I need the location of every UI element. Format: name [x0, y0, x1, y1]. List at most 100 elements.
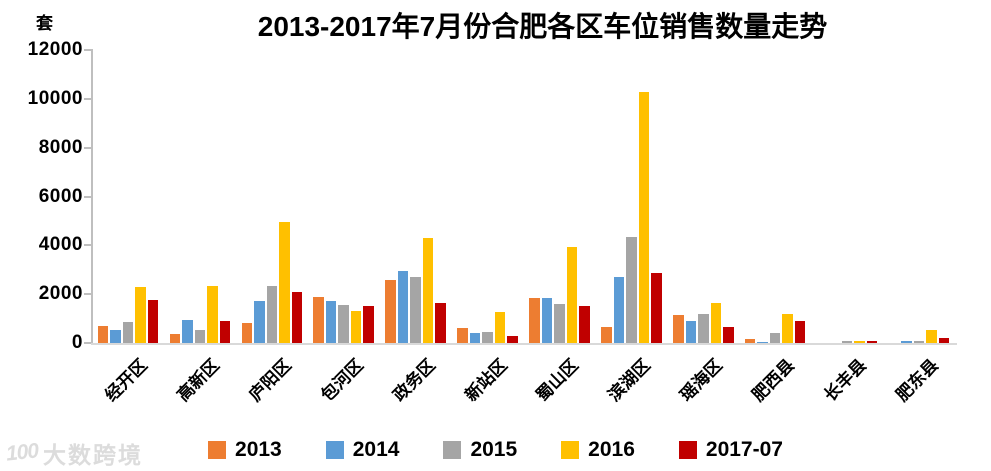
- legend-swatch-2016: [561, 441, 580, 459]
- bar-2013-高新区: [169, 334, 181, 343]
- x-axis-label-滨湖区: 滨湖区: [604, 355, 655, 406]
- bar-2015-瑶海区: [698, 313, 709, 343]
- y-axis-tick-mark: [84, 195, 91, 198]
- bar-2015-包河区: [338, 305, 349, 343]
- watermark-text: 大数跨境: [43, 442, 144, 468]
- bar-2013-滨湖区: [601, 327, 612, 343]
- bar-2014-庐阳区: [254, 301, 265, 343]
- y-axis-tick-label: 0: [71, 332, 83, 353]
- legend-label: 2017-07: [705, 438, 783, 461]
- y-axis-line: [91, 49, 93, 344]
- bar-2015-政务区: [410, 277, 421, 343]
- x-axis-label-政务区: 政务区: [389, 355, 439, 406]
- bar-2014-瑶海区: [685, 321, 697, 343]
- bar-2015-长丰县: [841, 340, 853, 343]
- y-axis-unit-label: 套: [36, 14, 53, 33]
- bar-2013-蜀山区: [529, 297, 540, 343]
- bar-2016-庐阳区: [279, 222, 290, 343]
- y-axis-tick-label: 6000: [38, 185, 83, 207]
- y-axis-tick-mark: [84, 49, 91, 51]
- y-axis-tick-label: 2000: [38, 283, 83, 305]
- legend-swatch-2013: [208, 441, 227, 459]
- bar-2013-政务区: [385, 279, 396, 343]
- watermark-logo-icon: 100: [4, 439, 40, 466]
- y-axis-tick-label: 12000: [27, 39, 83, 60]
- legend-label: 2013: [235, 438, 282, 461]
- legend-item-2013: 2013: [208, 438, 282, 462]
- legend-item-2015: 2015: [443, 438, 517, 462]
- bar-2016-肥东县: [926, 329, 937, 343]
- bar-2016-长丰县: [854, 340, 865, 343]
- x-axis-label-肥西县: 肥西县: [748, 355, 799, 406]
- bar-2014-经开区: [110, 329, 121, 343]
- x-axis-label-肥东县: 肥东县: [892, 355, 943, 406]
- bar-2016-政务区: [422, 238, 434, 343]
- bar-2016-包河区: [350, 311, 362, 343]
- bar-2015-新站区: [482, 332, 493, 343]
- y-axis-tick-label: 4000: [38, 234, 83, 256]
- bar-2014-肥西县: [757, 341, 768, 343]
- bar-2016-高新区: [207, 285, 218, 343]
- x-axis-label-蜀山区: 蜀山区: [532, 355, 583, 406]
- bar-2016-新站区: [494, 312, 506, 343]
- legend: 2013 2014 2015 2016 2017-07: [0, 438, 991, 462]
- x-axis-label-经开区: 经开区: [101, 355, 151, 406]
- x-axis-label-长丰县: 长丰县: [820, 355, 871, 406]
- bar-2016-滨湖区: [638, 91, 650, 343]
- legend-item-2016: 2016: [561, 438, 635, 462]
- x-axis-label-新站区: 新站区: [461, 355, 511, 406]
- legend-swatch-2015: [443, 441, 462, 459]
- watermark: 100 大数跨境: [4, 436, 144, 470]
- bar-2013-经开区: [97, 325, 109, 343]
- bar-2014-政务区: [397, 270, 409, 343]
- bar-2017-07-包河区: [363, 306, 374, 343]
- legend-swatch-2017-07: [678, 441, 697, 459]
- legend-swatch-2014: [325, 441, 344, 459]
- bar-2013-瑶海区: [673, 314, 684, 343]
- y-axis-tick-label: 10000: [27, 87, 83, 109]
- x-axis-label-瑶海区: 瑶海区: [676, 355, 727, 406]
- bar-2016-瑶海区: [710, 302, 722, 343]
- bar-2014-滨湖区: [613, 277, 625, 343]
- legend-label: 2016: [588, 438, 635, 461]
- legend-label: 2014: [352, 438, 400, 461]
- bar-2014-肥东县: [901, 340, 912, 343]
- bar-2017-07-长丰县: [866, 340, 878, 343]
- bar-2013-包河区: [313, 296, 324, 343]
- y-axis-tick-mark: [84, 293, 91, 296]
- bar-2015-高新区: [194, 329, 206, 343]
- x-axis-line: [91, 343, 957, 345]
- x-axis-label-高新区: 高新区: [173, 355, 223, 406]
- bar-2017-07-滨湖区: [651, 273, 662, 343]
- bar-2014-高新区: [182, 319, 193, 343]
- bar-2016-经开区: [135, 286, 146, 343]
- bar-2017-07-经开区: [147, 300, 159, 343]
- legend-item-2017-07: 2017-07: [678, 438, 783, 462]
- bar-2015-蜀山区: [554, 303, 565, 343]
- bar-2015-滨湖区: [626, 236, 637, 343]
- x-axis-label-庐阳区: 庐阳区: [245, 355, 295, 406]
- bar-2017-07-瑶海区: [723, 327, 734, 343]
- bar-2013-庐阳区: [241, 323, 253, 343]
- bar-2015-庐阳区: [266, 285, 278, 343]
- bar-2014-包河区: [325, 301, 337, 343]
- bar-2017-07-高新区: [219, 321, 231, 343]
- bar-2016-蜀山区: [566, 246, 578, 343]
- x-axis-label-包河区: 包河区: [317, 355, 367, 406]
- y-axis-tick-mark: [84, 97, 91, 100]
- bar-2017-07-肥西县: [794, 321, 806, 343]
- bar-2013-肥西县: [744, 339, 756, 343]
- bar-2017-07-新站区: [507, 335, 518, 343]
- bar-2014-蜀山区: [541, 297, 553, 343]
- y-axis-tick-mark: [84, 146, 91, 149]
- chart-title: 2013-2017年7月份合肥各区车位销售数量走势: [257, 11, 828, 42]
- bar-2017-07-庐阳区: [291, 291, 303, 343]
- legend-label: 2015: [470, 438, 518, 461]
- legend-item-2014: 2014: [325, 438, 400, 462]
- bar-2016-肥西县: [782, 313, 793, 343]
- bar-2017-07-肥东县: [938, 338, 950, 343]
- bar-2015-肥东县: [913, 340, 925, 343]
- bar-2013-新站区: [457, 328, 468, 343]
- bar-2015-肥西县: [769, 333, 781, 343]
